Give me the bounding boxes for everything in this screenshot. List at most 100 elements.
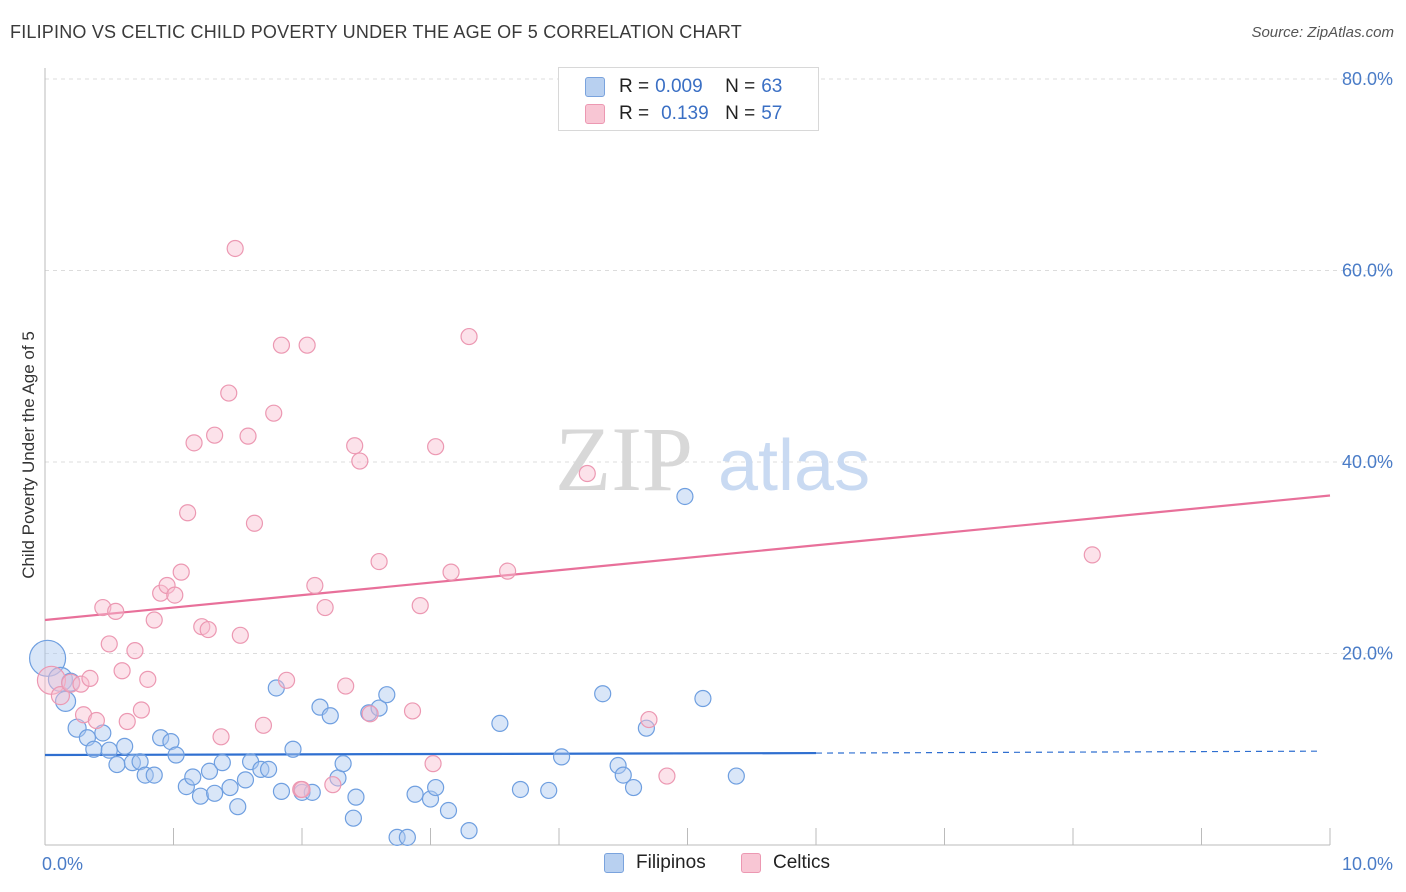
filipinos-point (370, 699, 388, 717)
celtics-swatch (585, 104, 605, 124)
celtics-legend-label: Celtics (773, 852, 831, 873)
celtics-point (640, 710, 658, 729)
filipinos-point (406, 785, 424, 803)
celtics-point (460, 327, 478, 346)
y-tick-label: 60.0% (1342, 261, 1393, 281)
celtics-point (272, 336, 291, 354)
legend-row-celtics: R = 0.139 N = 57 (585, 102, 782, 126)
celtics-point (113, 662, 131, 680)
celtics-point (324, 776, 342, 794)
grid-lines (45, 78, 1392, 654)
filipinos-point (460, 822, 478, 840)
y-tick-label: 40.0% (1342, 452, 1393, 472)
celtics-trend-line (44, 494, 1331, 622)
celtics-point (72, 675, 90, 693)
legend-celtics[interactable]: Celtics (741, 852, 830, 874)
n-value: 63 (761, 76, 783, 97)
filipinos-point (594, 685, 612, 703)
filipinos-swatch (585, 77, 605, 97)
celtics-point (231, 626, 249, 644)
celtics-point (185, 434, 203, 452)
filipinos-point (229, 798, 247, 816)
celtics-point (306, 576, 324, 595)
legend-filipinos[interactable]: Filipinos (604, 852, 706, 874)
watermark: ZIP atlas (555, 408, 870, 510)
celtics-point (578, 464, 596, 483)
celtics-point (226, 239, 244, 258)
celtics-point (100, 635, 118, 653)
source-label: Source: ZipAtlas.com (1251, 24, 1394, 41)
filipinos-point (108, 755, 126, 774)
filipinos-point (184, 768, 202, 786)
celtics-point (239, 427, 257, 445)
celtics-point (298, 336, 316, 354)
watermark-zip: ZIP (555, 408, 693, 510)
x-tick-labels: 0.0% 10.0% (42, 854, 1393, 874)
filipinos-point (398, 828, 416, 846)
filipinos-point (511, 780, 530, 799)
x-tick-label: 0.0% (42, 854, 83, 874)
filipinos-point (491, 714, 509, 732)
filipinos-point (213, 754, 231, 772)
filipinos-point (100, 741, 118, 759)
celtics-legend-swatch (741, 853, 761, 873)
filipinos-legend-label: Filipinos (636, 852, 706, 873)
filipinos-point (614, 766, 632, 784)
filipinos-point (284, 740, 302, 758)
axes (44, 68, 1331, 846)
celtics-point (50, 686, 71, 706)
chart-title: FILIPINO VS CELTIC CHILD POVERTY UNDER T… (10, 22, 742, 42)
filipinos-point (321, 707, 339, 725)
filipinos-point (540, 781, 558, 800)
celtics-point (126, 642, 144, 660)
watermark-atlas: atlas (718, 426, 870, 506)
celtics-point (277, 671, 296, 689)
celtics-point (316, 598, 334, 617)
celtics-point (442, 563, 460, 581)
celtics-point (81, 669, 99, 687)
celtics-point (499, 562, 517, 580)
filipinos-point (360, 704, 378, 722)
filipinos-point (167, 746, 185, 764)
filipinos-point (347, 788, 365, 806)
celtics-point (361, 705, 379, 723)
filipinos-point (334, 755, 352, 773)
celtics-point (1083, 546, 1101, 564)
data-points (28, 239, 1101, 846)
celtics-point (206, 426, 224, 444)
celtics-point (199, 620, 217, 639)
trend-lines (44, 494, 1331, 757)
celtics-point (346, 437, 364, 455)
y-tick-label: 20.0% (1342, 644, 1393, 664)
celtics-point (370, 552, 388, 571)
filipinos-trend-line (44, 751, 817, 757)
celtics-point (179, 504, 197, 522)
filipinos-point (259, 760, 278, 778)
filipinos-point (378, 686, 396, 704)
filipinos-point (221, 778, 239, 797)
celtics-point (139, 670, 157, 688)
legend-row-filipinos: R = 0.009 N = 63 (585, 75, 782, 99)
celtics-point (87, 711, 106, 730)
filipinos-point (136, 766, 154, 784)
filipinos-point (694, 689, 712, 708)
celtics-point (220, 384, 238, 402)
celtics-point (337, 677, 355, 695)
filipinos-trend-extension (815, 750, 1318, 754)
filipinos-point (152, 729, 170, 747)
filipinos-point (344, 809, 362, 827)
celtics-point (424, 755, 442, 773)
filipinos-point (427, 778, 445, 797)
filipinos-point (609, 756, 627, 775)
filipinos-point (54, 690, 77, 712)
celtics-point (254, 716, 273, 734)
celtics-point (245, 514, 264, 532)
y-axis-label: Child Poverty Under the Age of 5 (19, 331, 38, 579)
filipinos-point (85, 740, 103, 758)
r-label: R = (619, 103, 650, 124)
filipinos-point (200, 762, 219, 780)
r-value: 0.139 (661, 103, 709, 124)
celtics-point (403, 702, 422, 720)
celtics-point (94, 598, 112, 617)
